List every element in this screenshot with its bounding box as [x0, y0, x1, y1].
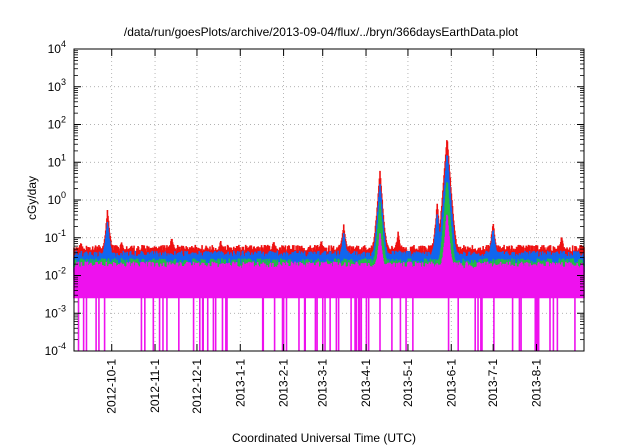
x-tick-label: 2013-6-1 [444, 359, 458, 407]
x-tick-label: 2012-11-1 [148, 359, 162, 413]
x-tick-label: 2013-8-1 [529, 359, 543, 407]
y-tick-label: 10-3 [45, 303, 66, 320]
y-tick-label: 10-4 [45, 341, 66, 358]
y-tick-label: 10-1 [45, 228, 66, 245]
y-tick-label: 10-2 [45, 266, 66, 283]
y-tick-label: 102 [48, 115, 66, 132]
y-tick-label: 100 [48, 190, 66, 207]
x-tick-label: 2013-3-1 [316, 359, 330, 407]
x-tick-label: 2012-12-1 [190, 359, 204, 414]
x-tick-label: 2012-10-1 [105, 359, 119, 414]
x-tick-label: 2013-7-1 [486, 359, 500, 407]
y-tick-label: 104 [48, 39, 66, 56]
y-tick-label: 103 [48, 77, 66, 94]
x-tick-label: 2013-1-1 [233, 359, 247, 407]
x-tick-label: 2013-2-1 [277, 359, 291, 407]
chart-title: /data/run/goesPlots/archive/2013-09-04/f… [124, 25, 519, 39]
x-axis-label: Coordinated Universal Time (UTC) [232, 431, 416, 445]
axes: 10-4 10-3 10-2 10-1 100 101 102 103 104 2012-10-1… [45, 39, 584, 414]
x-tick-label: 2013-4-1 [359, 359, 373, 407]
x-tick-label: 2013-5-1 [401, 359, 415, 407]
y-axis-label: cGy/day [25, 176, 39, 220]
y-tick-label: 101 [48, 152, 66, 169]
